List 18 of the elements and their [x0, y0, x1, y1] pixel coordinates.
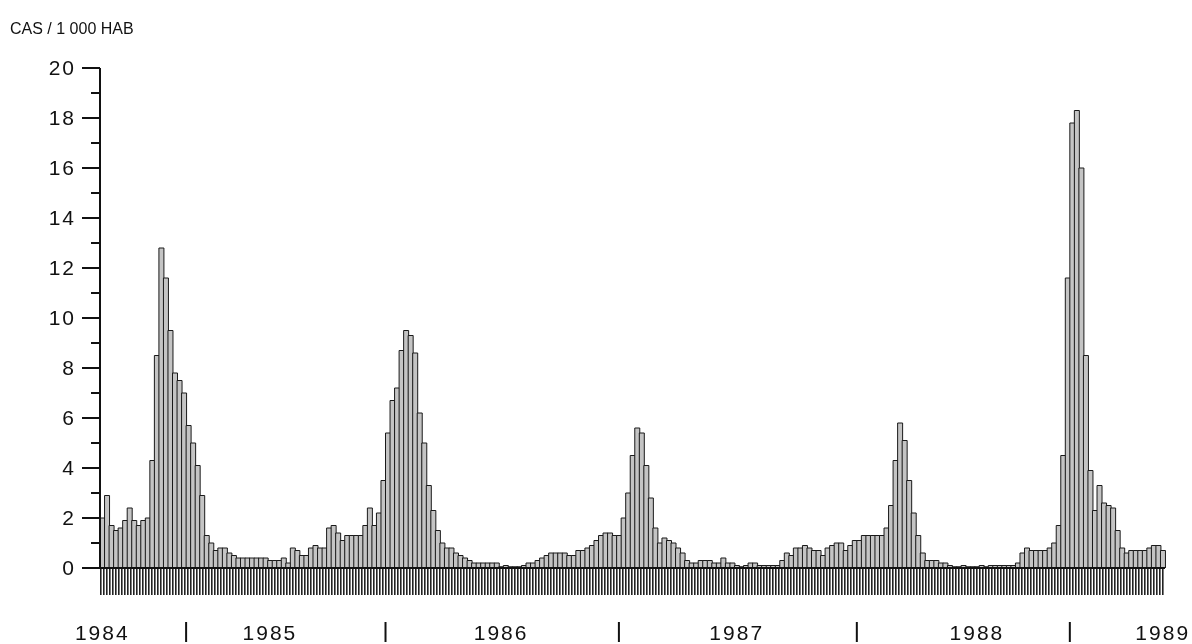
x-tick-label: 1989 [1135, 621, 1191, 644]
y-tick-label: 6 [62, 406, 76, 430]
x-tick-label: 1987 [709, 621, 765, 644]
y-tick-label: 8 [62, 356, 76, 380]
x-tick-label: 1985 [242, 621, 298, 644]
y-tick-label: 20 [48, 56, 76, 80]
y-tick-label: 16 [48, 156, 76, 180]
y-tick-label: 10 [48, 306, 76, 330]
x-tick-label: 1988 [949, 621, 1005, 644]
y-tick-label: 14 [48, 206, 76, 230]
x-tick-label: 1984 [74, 621, 130, 644]
y-tick-label: 18 [48, 106, 76, 130]
y-tick-label: 0 [62, 556, 76, 580]
y-axis-title: CAS / 1 000 HAB [10, 20, 134, 38]
x-tick-label: 1986 [473, 621, 529, 644]
y-tick-label: 12 [48, 256, 76, 280]
y-tick-label: 4 [62, 456, 76, 480]
y-tick-label: 2 [62, 506, 76, 530]
